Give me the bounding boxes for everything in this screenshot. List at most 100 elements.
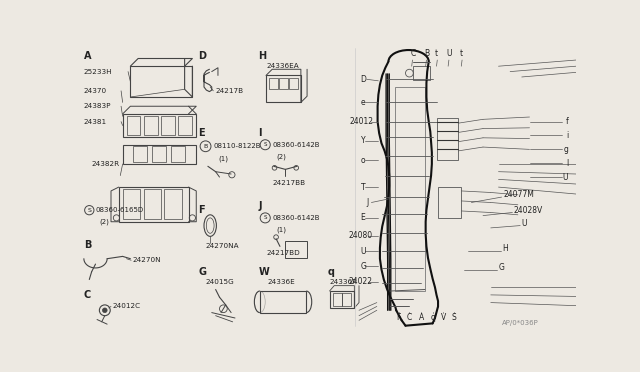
Text: t: t bbox=[460, 49, 463, 58]
Text: 24217BD: 24217BD bbox=[266, 250, 300, 256]
Bar bbox=[279, 78, 288, 89]
Text: 24077M: 24077M bbox=[504, 190, 535, 199]
Text: 24336E: 24336E bbox=[268, 279, 295, 285]
Text: F: F bbox=[396, 314, 401, 323]
Text: D: D bbox=[198, 51, 207, 61]
Text: U: U bbox=[563, 173, 568, 182]
Text: S: S bbox=[264, 215, 267, 220]
Text: q: q bbox=[328, 267, 335, 277]
Bar bbox=[285, 241, 307, 258]
Text: U: U bbox=[522, 219, 527, 228]
Text: t: t bbox=[435, 49, 438, 58]
Bar bbox=[266, 76, 301, 102]
Text: 24383P: 24383P bbox=[84, 103, 111, 109]
Text: H: H bbox=[259, 51, 266, 61]
Text: g: g bbox=[563, 145, 568, 154]
Text: 08360-6142B: 08360-6142B bbox=[272, 142, 320, 148]
Text: A: A bbox=[419, 314, 424, 323]
Text: 24382R: 24382R bbox=[92, 161, 120, 167]
Text: 24080: 24080 bbox=[349, 231, 373, 240]
Text: V: V bbox=[441, 314, 447, 323]
Bar bbox=[172, 146, 186, 162]
Text: B: B bbox=[204, 144, 207, 149]
Bar bbox=[289, 78, 298, 89]
Text: I: I bbox=[259, 128, 262, 138]
Bar bbox=[436, 118, 458, 160]
Text: 24270N: 24270N bbox=[132, 257, 161, 263]
Text: q: q bbox=[430, 314, 435, 323]
Text: 24012C: 24012C bbox=[113, 304, 141, 310]
Text: (1): (1) bbox=[218, 155, 228, 162]
Bar bbox=[123, 189, 140, 219]
Text: i: i bbox=[566, 131, 568, 140]
Bar bbox=[131, 66, 193, 97]
Text: E: E bbox=[198, 128, 205, 138]
Text: T: T bbox=[360, 183, 365, 192]
Bar bbox=[396, 87, 425, 291]
Text: f: f bbox=[566, 117, 568, 126]
Text: 24012: 24012 bbox=[349, 117, 374, 126]
Bar bbox=[127, 116, 140, 135]
Text: G: G bbox=[198, 267, 207, 277]
Text: D: D bbox=[360, 75, 367, 84]
Bar bbox=[123, 145, 196, 164]
Text: S: S bbox=[264, 142, 267, 147]
Bar bbox=[161, 116, 175, 135]
Bar bbox=[132, 146, 147, 162]
Bar bbox=[260, 291, 307, 312]
Text: S: S bbox=[88, 208, 92, 213]
Circle shape bbox=[102, 308, 107, 312]
Text: 24028V: 24028V bbox=[514, 206, 543, 215]
Text: C: C bbox=[84, 290, 91, 300]
Bar bbox=[330, 291, 355, 308]
Text: 24336EA: 24336EA bbox=[266, 63, 299, 69]
Text: 24270NA: 24270NA bbox=[205, 243, 239, 249]
Bar bbox=[333, 294, 342, 306]
Bar bbox=[143, 189, 161, 219]
Text: G: G bbox=[360, 262, 367, 271]
Text: 24217BB: 24217BB bbox=[272, 180, 305, 186]
Text: C: C bbox=[407, 314, 412, 323]
Text: 25233H: 25233H bbox=[84, 68, 113, 75]
Bar bbox=[119, 187, 189, 222]
Text: J: J bbox=[367, 198, 369, 207]
Text: G: G bbox=[499, 263, 504, 272]
Text: B: B bbox=[84, 240, 92, 250]
Text: F: F bbox=[198, 205, 205, 215]
Bar bbox=[178, 116, 191, 135]
Bar bbox=[164, 189, 182, 219]
Text: H: H bbox=[502, 244, 508, 253]
Text: Y: Y bbox=[360, 137, 365, 145]
Text: AP/0*036P: AP/0*036P bbox=[502, 320, 539, 326]
Bar bbox=[413, 66, 430, 80]
Bar bbox=[143, 116, 157, 135]
Text: A: A bbox=[84, 51, 92, 61]
Text: e: e bbox=[360, 98, 365, 107]
Text: E: E bbox=[360, 214, 365, 222]
Text: 24217B: 24217B bbox=[216, 88, 244, 94]
Bar bbox=[152, 146, 166, 162]
Text: I: I bbox=[566, 159, 568, 168]
Text: o: o bbox=[360, 155, 365, 165]
Text: (2): (2) bbox=[277, 153, 287, 160]
Text: 24022: 24022 bbox=[349, 277, 373, 286]
Bar bbox=[123, 114, 196, 137]
Text: S: S bbox=[452, 314, 457, 323]
Text: 08110-8122B: 08110-8122B bbox=[213, 143, 261, 149]
Text: (1): (1) bbox=[277, 226, 287, 233]
Bar bbox=[342, 294, 351, 306]
Bar bbox=[438, 187, 461, 218]
Text: U: U bbox=[447, 49, 452, 58]
Text: 08360-6165D: 08360-6165D bbox=[95, 207, 143, 213]
Text: U: U bbox=[360, 247, 366, 256]
Bar bbox=[269, 78, 278, 89]
Text: (2): (2) bbox=[99, 218, 109, 225]
Text: 08360-6142B: 08360-6142B bbox=[272, 215, 320, 221]
Text: W: W bbox=[259, 267, 269, 277]
Text: 24336P: 24336P bbox=[330, 279, 357, 285]
Text: J: J bbox=[259, 201, 262, 211]
Text: 24381: 24381 bbox=[84, 119, 107, 125]
Text: 24015G: 24015G bbox=[205, 279, 234, 285]
Text: C: C bbox=[410, 49, 415, 58]
Text: B: B bbox=[424, 49, 429, 58]
